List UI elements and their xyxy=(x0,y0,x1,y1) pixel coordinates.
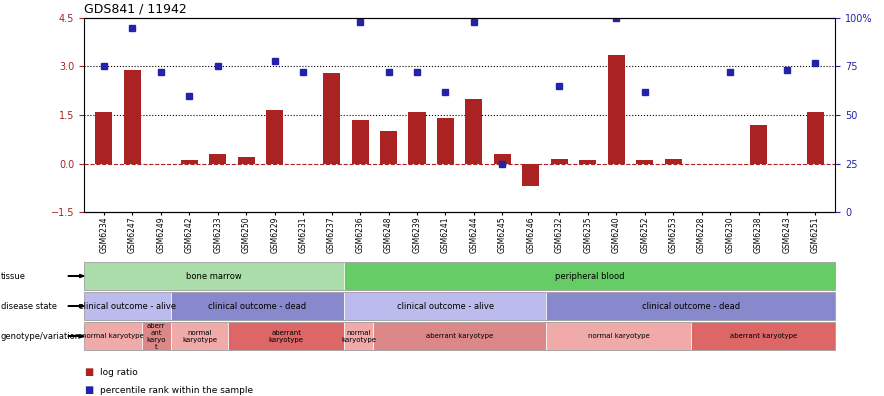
Bar xyxy=(238,157,255,164)
Text: aberr
ant
karyo
t: aberr ant karyo t xyxy=(147,323,166,350)
Bar xyxy=(636,160,653,164)
Text: clinical outcome - dead: clinical outcome - dead xyxy=(642,302,740,310)
Bar xyxy=(750,125,767,164)
Text: GDS841 / 11942: GDS841 / 11942 xyxy=(84,2,187,15)
Bar xyxy=(665,159,682,164)
Text: genotype/variation: genotype/variation xyxy=(1,332,81,341)
Text: normal karyotype: normal karyotype xyxy=(82,333,144,339)
Bar xyxy=(323,73,340,164)
Text: clinical outcome - alive: clinical outcome - alive xyxy=(79,302,176,310)
Text: ■: ■ xyxy=(84,385,93,395)
Bar xyxy=(124,70,141,164)
Bar xyxy=(494,154,511,164)
Bar xyxy=(437,118,454,164)
Text: clinical outcome - alive: clinical outcome - alive xyxy=(397,302,494,310)
Bar xyxy=(607,55,625,164)
Bar xyxy=(522,164,539,187)
Text: clinical outcome - dead: clinical outcome - dead xyxy=(209,302,307,310)
Text: normal
karyotype: normal karyotype xyxy=(341,330,376,343)
Bar xyxy=(551,159,568,164)
Bar xyxy=(807,112,824,164)
Text: disease state: disease state xyxy=(1,302,57,310)
Text: normal karyotype: normal karyotype xyxy=(588,333,650,339)
Bar xyxy=(352,120,369,164)
Text: log ratio: log ratio xyxy=(100,368,138,377)
Bar xyxy=(266,110,283,164)
Bar xyxy=(408,112,425,164)
Text: aberrant karyotype: aberrant karyotype xyxy=(729,333,796,339)
Text: normal
karyotype: normal karyotype xyxy=(182,330,217,343)
Bar xyxy=(465,99,483,164)
Text: percentile rank within the sample: percentile rank within the sample xyxy=(100,386,253,394)
Bar xyxy=(210,154,226,164)
Text: aberrant
karyotype: aberrant karyotype xyxy=(269,330,304,343)
Bar xyxy=(95,112,112,164)
Text: tissue: tissue xyxy=(1,272,26,280)
Bar xyxy=(579,160,597,164)
Text: peripheral blood: peripheral blood xyxy=(555,272,624,280)
Text: aberrant karyotype: aberrant karyotype xyxy=(426,333,493,339)
Bar xyxy=(380,131,397,164)
Text: ■: ■ xyxy=(84,367,93,377)
Bar xyxy=(180,160,198,164)
Text: bone marrow: bone marrow xyxy=(187,272,242,280)
